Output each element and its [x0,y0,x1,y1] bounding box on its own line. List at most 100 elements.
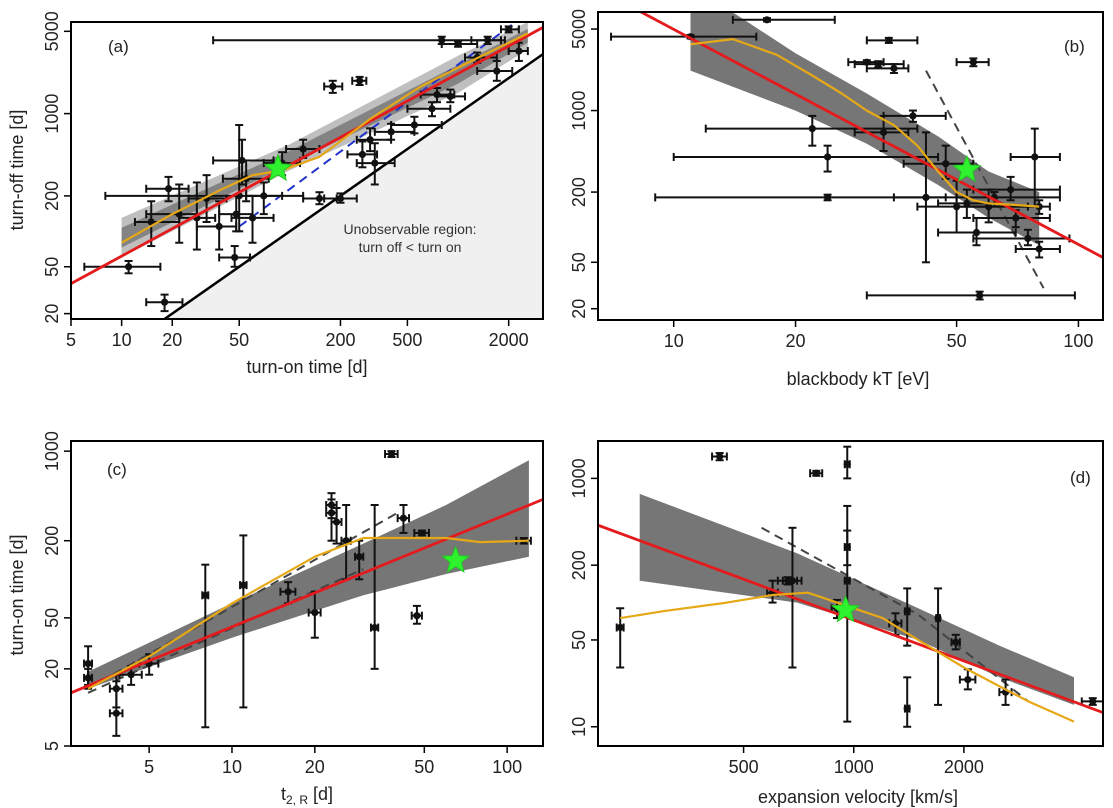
chart-layer-d [598,445,1103,728]
dashed-lower-line-c [87,568,364,694]
point-marker [505,25,513,33]
y-tick-label: 10 [569,717,589,737]
annotation-line-1: Unobservable region: [343,221,476,237]
data-point-a-31 [436,88,466,104]
data-point-b-21 [972,175,1061,202]
point-marker [160,298,169,306]
point-marker [336,194,345,203]
x-axis-label-a: turn-on time [d] [246,357,367,377]
x-tick-label: 20 [162,330,182,350]
point-marker [969,58,977,66]
point-marker [1012,214,1020,222]
highlight-star-c [440,545,471,574]
data-point-c-15 [354,539,365,581]
data-point-b-12 [892,131,947,264]
point-marker [823,153,832,161]
point-marker [1089,697,1097,706]
data-point-b-10 [865,63,910,74]
y-tick-label: 5000 [569,9,589,49]
point-marker [763,16,771,24]
y-tick-label: 200 [569,177,589,207]
point-marker [808,125,816,133]
point-marker [446,92,454,101]
point-marker [366,136,374,144]
highlight-star-b [952,154,982,183]
point-marker [1031,153,1039,161]
y-axis-label-c: turn-on time [d] [7,534,27,655]
data-point-a-2 [145,293,184,313]
panel-a: (a) Unobservable region: turn off < turn… [7,11,544,377]
point-marker [515,47,523,55]
point-marker [329,82,337,91]
fit-line-a [71,26,543,285]
data-point-d-14 [934,587,943,706]
data-point-a-19 [323,192,358,204]
point-marker [201,591,209,599]
y-tick-label: 50 [569,630,589,650]
y-tick-label: 20 [42,304,62,324]
point-marker [812,469,820,477]
data-point-a-29 [212,35,502,46]
y-tick-label: 1000 [42,94,62,134]
point-marker [874,60,882,68]
point-marker [84,659,92,668]
data-point-d-13 [903,676,912,728]
point-marker [1024,234,1032,243]
x-tick-label: 5 [144,757,154,777]
point-marker [284,588,292,596]
data-point-b-4 [672,144,940,173]
point-marker [358,150,366,159]
point-marker [238,156,246,165]
fit-line-b [638,12,1103,259]
plot-frame-a [70,21,544,320]
point-marker [843,577,851,585]
point-marker [387,128,395,136]
data-point-b-9 [865,36,919,45]
y-tick-label: 200 [569,550,589,580]
x-tick-label: 10 [112,330,132,350]
point-marker [260,192,268,200]
point-marker [84,674,92,682]
data-point-c-4 [108,680,124,737]
point-marker [454,40,462,48]
x-axis-label-d: expansion velocity [km/s] [758,787,958,807]
dashed-line-b [925,70,1045,289]
data-point-b-16 [955,57,990,68]
plot-frame-b [597,11,1104,321]
x-tick-label: 20 [305,757,325,777]
panel-d: (d) expansion velocity [km/s] 500 1000 200… [569,440,1104,807]
point-marker [371,623,379,632]
data-point-a-4 [145,175,190,203]
data-point-b-22 [972,209,1051,229]
data-point-a-1 [83,259,162,275]
point-marker [942,160,950,168]
point-marker [428,105,436,113]
fit-line-c [71,498,543,695]
point-marker [885,36,893,44]
confidence-band-c [88,460,529,689]
equality-line-a [162,53,543,319]
data-point-c-18 [396,503,411,534]
ticks-d: 500 1000 2000 10 50 200 1000 [569,458,984,777]
point-marker [356,77,364,85]
point-marker [232,210,240,218]
point-marker [371,159,379,167]
panel-label-b: (b) [1064,37,1085,56]
point-marker [890,64,898,72]
point-marker [413,612,421,620]
chart-layer-c [71,450,543,737]
point-marker [963,199,971,207]
panel-label-a: (a) [108,37,129,56]
point-marker [387,450,396,458]
x-tick-label: 2000 [944,757,984,777]
point-marker [418,529,426,537]
data-point-a-35 [499,25,520,34]
y-axis-label-a: turn-off time [d] [7,110,27,231]
point-marker [399,514,408,522]
point-marker [616,623,624,632]
data-point-a-20 [323,79,344,94]
x-tick-label: 50 [947,331,967,351]
point-marker [716,452,724,461]
point-marker [1035,245,1043,253]
panel-label-d: (d) [1070,468,1091,487]
